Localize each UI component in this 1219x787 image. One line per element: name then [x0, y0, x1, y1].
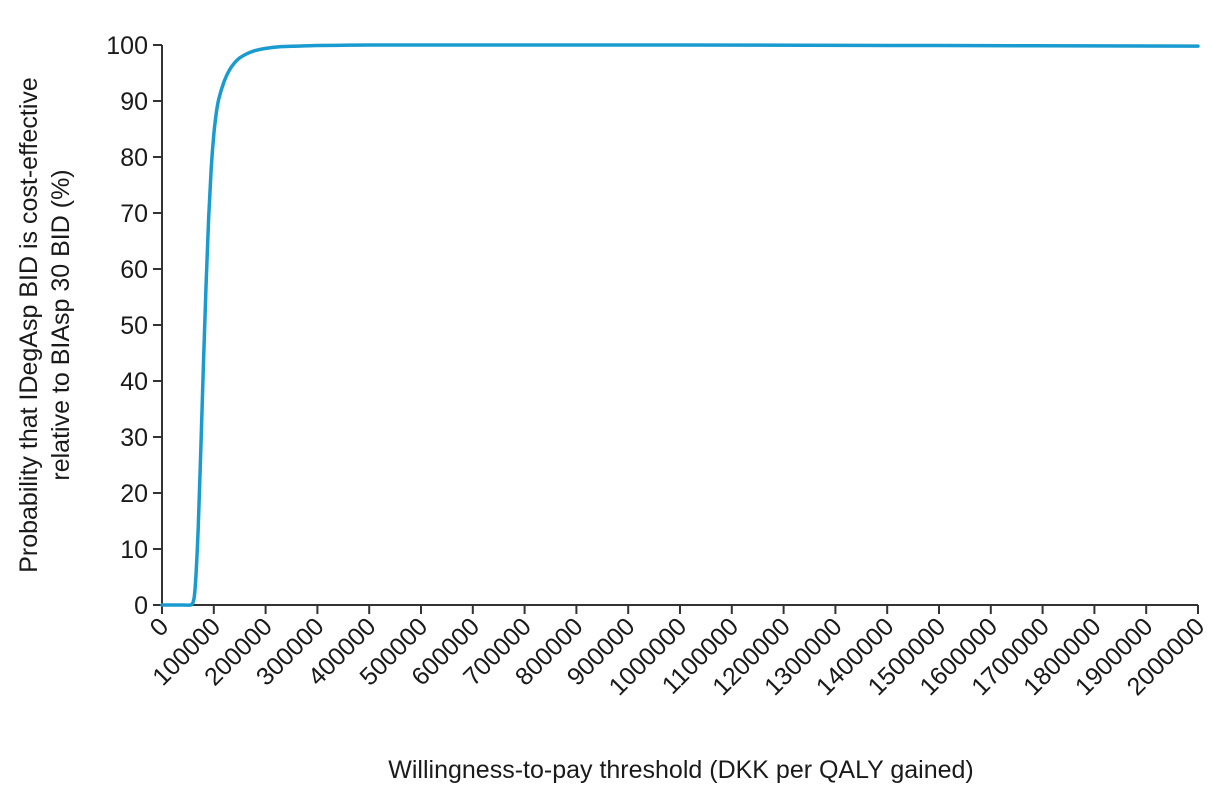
y-tick-label: 0: [134, 592, 148, 620]
x-tick-label: 0: [145, 612, 175, 642]
y-tick-label: 60: [120, 256, 148, 284]
y-tick-label: 80: [120, 144, 148, 172]
series-group: [160, 43, 1200, 607]
y-tick-label: 90: [120, 88, 148, 116]
y-axis-ticks: 0 10 20 30 40 50 60 70 80 90 100: [106, 32, 162, 620]
y-tick-label: 50: [120, 312, 148, 340]
y-tick-label: 30: [120, 424, 148, 452]
y-tick-label: 40: [120, 368, 148, 396]
y-axis-title-line-2: relative to BIAsp 30 BID (%): [47, 169, 75, 480]
y-axis-title-line-1: Probability that IDegAsp BID is cost-eff…: [15, 77, 43, 573]
x-axis-title: Willingness-to-pay threshold (DKK per QA…: [388, 756, 973, 784]
y-tick-label: 20: [120, 480, 148, 508]
y-tick-label: 100: [106, 32, 148, 60]
x-axis-ticks: 0100000200000300000400000500000600000700…: [145, 605, 1210, 701]
y-tick-label: 70: [120, 200, 148, 228]
series-line: [160, 43, 1200, 607]
y-tick-label: 10: [120, 536, 148, 564]
y-axis-title: Probability that IDegAsp BID is cost-eff…: [15, 77, 75, 573]
